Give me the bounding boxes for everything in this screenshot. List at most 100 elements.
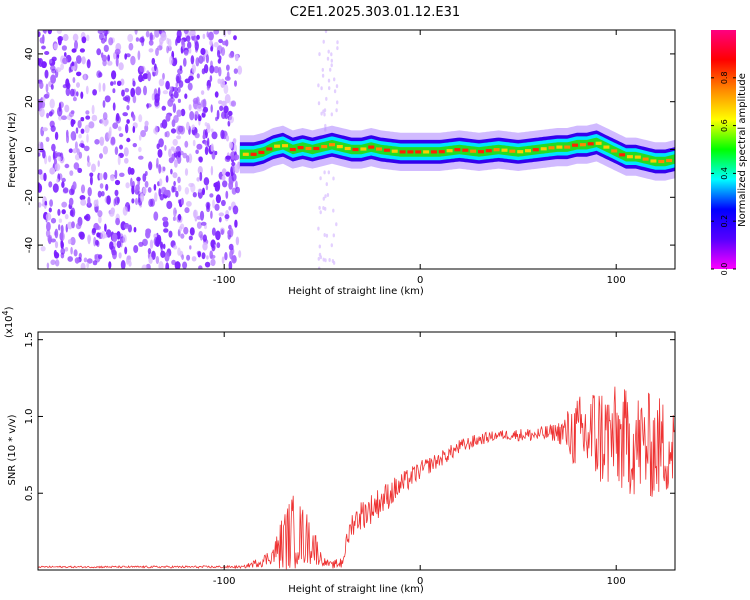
noise-speck: [39, 37, 44, 44]
colorbar-tick-label: 0.8: [720, 71, 729, 84]
spectrogram-noise-region: [38, 30, 243, 269]
noise-speck: [220, 78, 226, 89]
noise-speck: [46, 262, 50, 269]
noise-speck: [45, 83, 49, 93]
noise-speck: [164, 189, 171, 196]
spectrogram-signal-track: [239, 123, 675, 181]
noise-speck: [202, 98, 207, 109]
noise-speck: [126, 137, 131, 143]
noise-speck: [124, 157, 129, 164]
noise-speck: [207, 137, 210, 148]
noise-speck: [210, 258, 216, 267]
noise-speck: [69, 88, 75, 97]
signal-core: [579, 143, 586, 147]
noise-speck: [125, 182, 130, 189]
noise-speck: [54, 228, 59, 239]
noise-speck: [194, 132, 200, 139]
noise-speck: [128, 42, 134, 51]
snr-y-ticks: 0.5 1.0 1.5: [24, 332, 675, 501]
noise-speck: [107, 130, 112, 140]
noise-speck: [44, 69, 49, 79]
noise-speck: [100, 52, 104, 59]
band-speck: [336, 40, 339, 45]
noise-speck: [38, 183, 43, 193]
noise-speck: [230, 171, 234, 177]
noise-speck: [172, 103, 177, 114]
noise-speck: [170, 93, 174, 99]
noise-speck: [199, 171, 203, 182]
noise-speck: [171, 259, 177, 265]
noise-speck: [57, 36, 62, 46]
noise-speck: [73, 135, 77, 141]
noise-speck: [189, 111, 195, 121]
noise-speck: [213, 182, 217, 188]
noise-speck: [77, 120, 82, 129]
noise-speck: [137, 50, 141, 61]
noise-speck: [211, 227, 216, 236]
noise-speck: [54, 163, 61, 172]
noise-speck: [142, 238, 148, 247]
noise-speck: [110, 174, 115, 182]
noise-speck: [154, 192, 158, 202]
noise-speck: [224, 76, 231, 81]
noise-speck: [112, 102, 116, 111]
signal-core: [399, 150, 406, 154]
noise-speck: [162, 166, 166, 172]
noise-speck: [68, 197, 74, 206]
noise-speck: [91, 227, 97, 234]
noise-speck: [101, 118, 105, 125]
noise-speck: [80, 128, 85, 134]
signal-core: [336, 145, 343, 149]
signal-core: [415, 150, 422, 154]
x-tick-label: -100: [213, 576, 236, 587]
noise-speck: [165, 175, 169, 183]
noise-speck: [170, 128, 177, 134]
noise-speck: [234, 154, 240, 161]
noise-speck: [189, 227, 195, 236]
noise-speck: [205, 54, 209, 64]
noise-speck: [226, 64, 230, 71]
band-speck: [318, 205, 321, 210]
noise-speck: [222, 180, 228, 188]
noise-speck: [155, 47, 159, 57]
noise-speck: [224, 214, 230, 220]
noise-speck: [123, 147, 129, 157]
noise-speck: [225, 155, 231, 160]
noise-speck: [188, 75, 194, 81]
signal-core: [360, 147, 367, 151]
noise-speck: [204, 146, 209, 156]
noise-speck: [215, 194, 221, 204]
noise-speck: [127, 34, 134, 42]
noise-speck: [147, 71, 152, 82]
noise-speck: [163, 228, 169, 233]
noise-speck: [153, 236, 160, 247]
noise-speck: [196, 143, 203, 150]
noise-speck: [71, 48, 77, 53]
noise-speck: [196, 34, 200, 40]
signal-core: [344, 146, 351, 151]
noise-speck: [192, 192, 197, 198]
noise-speck: [192, 139, 196, 147]
noise-speck: [184, 168, 189, 176]
noise-speck: [130, 87, 136, 98]
noise-speck: [177, 213, 182, 221]
noise-speck: [147, 187, 152, 193]
noise-speck: [120, 260, 126, 269]
noise-speck: [50, 217, 57, 224]
noise-speck: [126, 105, 130, 111]
noise-speck: [148, 198, 154, 207]
noise-speck: [108, 261, 112, 269]
snr-x-label: Height of straight line (km): [288, 584, 424, 595]
noise-speck: [121, 89, 125, 97]
noise-speck: [74, 257, 80, 264]
noise-speck: [166, 200, 173, 210]
signal-core: [321, 145, 328, 149]
band-speck: [332, 208, 335, 213]
noise-speck: [110, 81, 114, 86]
noise-speck: [162, 220, 169, 228]
noise-speck: [38, 57, 41, 66]
noise-speck: [213, 30, 220, 35]
noise-speck: [196, 73, 200, 79]
noise-speck: [204, 122, 208, 127]
noise-speck: [228, 115, 234, 124]
